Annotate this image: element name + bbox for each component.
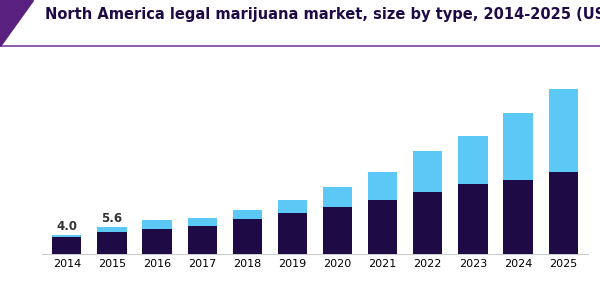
- Bar: [503, 180, 533, 254]
- Bar: [97, 227, 127, 232]
- Bar: [368, 172, 397, 200]
- Bar: [142, 220, 172, 229]
- Bar: [52, 237, 82, 254]
- Text: North America legal marijuana market, size by type, 2014-2025 (USD Billion): North America legal marijuana market, si…: [45, 7, 600, 22]
- Bar: [52, 235, 82, 237]
- Text: 4.0: 4.0: [56, 220, 77, 233]
- Bar: [323, 187, 352, 207]
- Bar: [278, 213, 307, 254]
- Bar: [368, 200, 397, 254]
- Bar: [323, 207, 352, 254]
- Text: 5.6: 5.6: [101, 212, 122, 225]
- Bar: [188, 226, 217, 254]
- Bar: [142, 229, 172, 254]
- Bar: [458, 184, 488, 254]
- Bar: [97, 232, 127, 254]
- Bar: [458, 137, 488, 184]
- Bar: [233, 219, 262, 254]
- Bar: [188, 218, 217, 226]
- Bar: [278, 200, 307, 213]
- Bar: [548, 172, 578, 254]
- Bar: [233, 210, 262, 219]
- Bar: [503, 113, 533, 180]
- Bar: [548, 89, 578, 172]
- Bar: [413, 191, 442, 254]
- Bar: [413, 151, 442, 191]
